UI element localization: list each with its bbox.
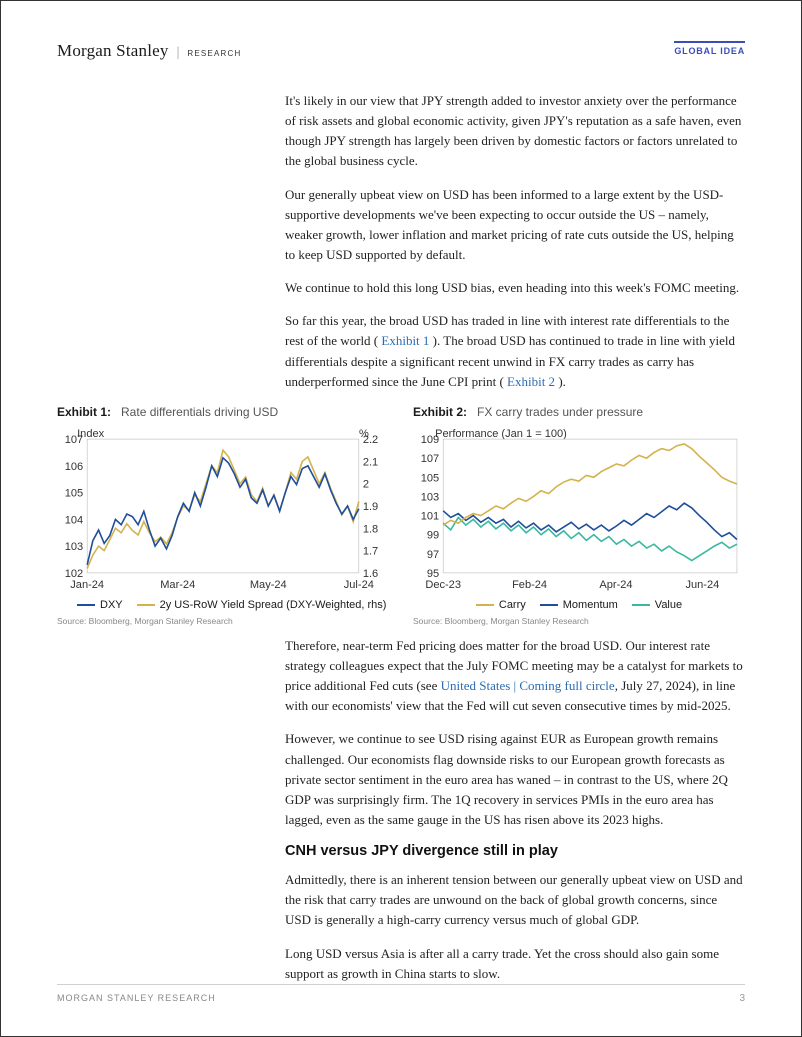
paragraph-2: Our generally upbeat view on USD has bee…: [285, 185, 745, 266]
exhibit-2-title: Exhibit 2:FX carry trades under pressure: [413, 405, 745, 419]
svg-text:Jul-24: Jul-24: [344, 579, 374, 591]
exhibit-2-legend: Carry Momentum Value: [413, 599, 745, 611]
exhibits-row: Exhibit 1:Rate differentials driving USD…: [57, 405, 745, 626]
page-footer: MORGAN STANLEY RESEARCH 3: [57, 984, 745, 1004]
svg-text:2.2: 2.2: [363, 434, 378, 446]
brand-name: Morgan Stanley: [57, 41, 169, 61]
svg-text:109: 109: [421, 434, 439, 446]
svg-text:2.1: 2.1: [363, 456, 378, 468]
content: It's likely in our view that JPY strengt…: [57, 91, 745, 984]
paragraph-5: Therefore, near-term Fed pricing does ma…: [285, 636, 745, 717]
paragraph-1: It's likely in our view that JPY strengt…: [285, 91, 745, 172]
exhibit-1-title: Exhibit 1:Rate differentials driving USD: [57, 405, 389, 419]
legend-swatch: [632, 604, 650, 607]
paragraph-4: So far this year, the broad USD has trad…: [285, 311, 745, 392]
legend-swatch: [137, 604, 155, 607]
legend-item: Carry: [476, 599, 526, 611]
legend-label: Carry: [499, 599, 526, 611]
svg-text:May-24: May-24: [250, 579, 287, 591]
legend-label: Momentum: [563, 599, 618, 611]
svg-text:97: 97: [427, 549, 439, 561]
legend-swatch: [540, 604, 558, 607]
svg-text:99: 99: [427, 530, 439, 542]
legend-item: DXY: [77, 599, 123, 611]
svg-text:103: 103: [65, 541, 83, 553]
svg-text:107: 107: [65, 434, 83, 446]
svg-text:1.9: 1.9: [363, 501, 378, 513]
exhibit-2: Exhibit 2:FX carry trades under pressure…: [413, 405, 745, 626]
section-title-cnh-jpy: CNH versus JPY divergence still in play: [285, 843, 745, 859]
exhibit-2-source: Source: Bloomberg, Morgan Stanley Resear…: [413, 616, 745, 626]
svg-text:Apr-24: Apr-24: [599, 579, 632, 591]
legend-swatch: [77, 604, 95, 607]
svg-text:Performance (Jan 1 = 100): Performance (Jan 1 = 100): [435, 428, 567, 440]
page-number: 3: [739, 993, 745, 1004]
page-header: Morgan Stanley | RESEARCH GLOBAL IDEA: [57, 41, 745, 91]
paragraph-3: We continue to hold this long USD bias, …: [285, 278, 745, 298]
svg-text:Dec-23: Dec-23: [425, 579, 461, 591]
paragraph-8: Long USD versus Asia is after all a carr…: [285, 944, 745, 984]
exhibit-1-link[interactable]: Exhibit 1: [378, 333, 429, 348]
exhibit-2-link[interactable]: Exhibit 2: [504, 374, 555, 389]
legend-item: 2y US-RoW Yield Spread (DXY-Weighted, rh…: [137, 599, 387, 611]
legend-item: Momentum: [540, 599, 618, 611]
svg-text:1.8: 1.8: [363, 523, 378, 535]
svg-text:103: 103: [421, 491, 439, 503]
svg-text:104: 104: [65, 514, 83, 526]
svg-text:106: 106: [65, 461, 83, 473]
svg-text:1.7: 1.7: [363, 545, 378, 557]
svg-text:105: 105: [65, 487, 83, 499]
legend-label: 2y US-RoW Yield Spread (DXY-Weighted, rh…: [160, 599, 387, 611]
legend-swatch: [476, 604, 494, 607]
paragraph-6: However, we continue to see USD rising a…: [285, 729, 745, 830]
svg-text:107: 107: [421, 453, 439, 465]
us-full-circle-link[interactable]: United States | Coming full circle: [441, 678, 615, 693]
exhibit-1-legend: DXY 2y US-RoW Yield Spread (DXY-Weighted,…: [57, 599, 389, 611]
global-idea-badge: GLOBAL IDEA: [674, 41, 745, 56]
footer-left: MORGAN STANLEY RESEARCH: [57, 993, 216, 1003]
svg-text:Mar-24: Mar-24: [160, 579, 195, 591]
svg-text:Feb-24: Feb-24: [512, 579, 547, 591]
exhibit-2-chart: Performance (Jan 1 = 100)959799101103105…: [413, 425, 745, 591]
svg-text:2: 2: [363, 479, 369, 491]
brand-block: Morgan Stanley | RESEARCH: [57, 41, 241, 61]
brand-sub: RESEARCH: [187, 49, 241, 58]
svg-text:Jan-24: Jan-24: [70, 579, 104, 591]
paragraph-7: Admittedly, there is an inherent tension…: [285, 870, 745, 930]
svg-text:105: 105: [421, 472, 439, 484]
brand-divider: |: [177, 45, 180, 61]
exhibit-1: Exhibit 1:Rate differentials driving USD…: [57, 405, 389, 626]
svg-text:Jun-24: Jun-24: [685, 579, 719, 591]
exhibit-1-source: Source: Bloomberg, Morgan Stanley Resear…: [57, 616, 389, 626]
svg-text:101: 101: [421, 510, 439, 522]
exhibit-1-chart: Index%1021031041051061071.61.71.81.922.1…: [57, 425, 389, 591]
legend-label: Value: [655, 599, 682, 611]
legend-label: DXY: [100, 599, 123, 611]
legend-item: Value: [632, 599, 682, 611]
